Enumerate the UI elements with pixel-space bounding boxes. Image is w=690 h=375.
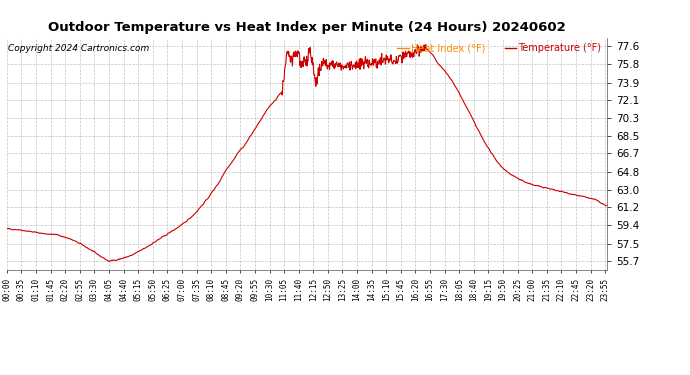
Text: Copyright 2024 Cartronics.com: Copyright 2024 Cartronics.com — [8, 45, 149, 54]
Legend: Heat Index (°F), Temperature (°F): Heat Index (°F), Temperature (°F) — [396, 42, 602, 54]
Title: Outdoor Temperature vs Heat Index per Minute (24 Hours) 20240602: Outdoor Temperature vs Heat Index per Mi… — [48, 21, 566, 33]
